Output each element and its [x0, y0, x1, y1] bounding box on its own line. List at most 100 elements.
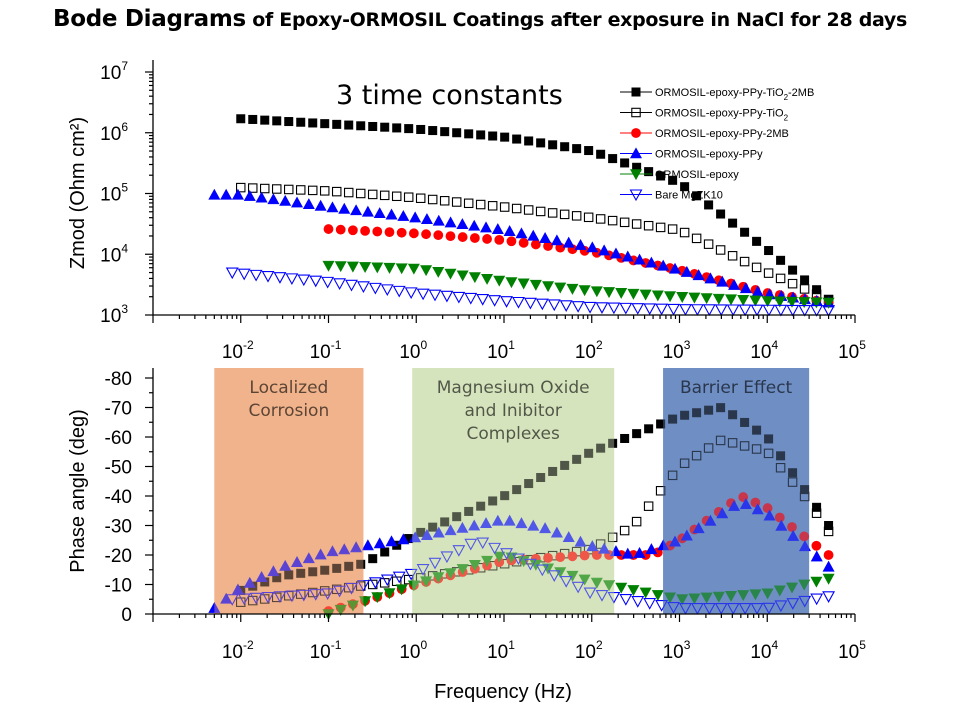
phase-point — [574, 535, 587, 547]
phase-point — [822, 560, 835, 572]
zmod-point — [800, 275, 810, 285]
zmod-point — [440, 127, 450, 137]
phase-point — [536, 473, 546, 483]
phase-point — [332, 563, 342, 573]
phase-point — [823, 526, 834, 537]
zmod-x-tick-label: 102 — [575, 338, 603, 363]
legend-label: ORMOSIL-epoxy-PPy-2MB — [655, 128, 789, 140]
zmod-point — [559, 209, 570, 220]
zmod-point — [822, 305, 836, 317]
phase-point — [774, 512, 785, 523]
phase-point — [822, 591, 836, 603]
phase-series-4 — [208, 498, 835, 613]
phase-point — [416, 564, 430, 576]
zmod-point — [296, 117, 306, 127]
phase-point — [700, 592, 713, 604]
phase-point — [799, 531, 810, 542]
phase-point — [775, 519, 788, 531]
legend-marker — [629, 147, 643, 159]
zmod-point — [319, 186, 330, 196]
phase-x-tick-label: 10-2 — [222, 638, 254, 663]
phase-point — [503, 514, 516, 526]
zmod-x-tick-label: 105 — [838, 338, 866, 363]
phase-point — [639, 587, 652, 599]
zmod-point — [680, 182, 690, 192]
zmod-point — [220, 188, 233, 200]
phase-point — [620, 433, 630, 443]
phase-point — [440, 551, 454, 564]
phase-point — [456, 564, 469, 576]
phase-point — [583, 587, 597, 600]
zmod-point — [761, 296, 774, 308]
zmod-point — [403, 192, 414, 202]
phase-point — [727, 438, 738, 448]
zmod-point — [343, 187, 354, 198]
zmod-point — [644, 167, 654, 177]
zmod-point — [451, 197, 462, 207]
zmod-point — [285, 273, 299, 286]
zmod-point — [237, 268, 251, 281]
phase-point — [716, 507, 729, 519]
zmod-point — [273, 272, 287, 284]
phase-point — [644, 424, 654, 434]
phase-point — [368, 577, 382, 589]
phase-point — [231, 583, 244, 595]
zmod-point — [372, 226, 383, 237]
zmod-point — [690, 304, 704, 316]
phase-point — [383, 588, 396, 600]
phase-point — [669, 535, 682, 547]
phase-point — [786, 598, 800, 610]
phase-point — [371, 592, 384, 604]
zmod-point — [249, 269, 263, 282]
phase-point — [619, 525, 630, 536]
phase-point — [512, 553, 525, 566]
phase-point — [571, 581, 585, 594]
zmod-point — [371, 262, 384, 274]
zmod-point — [421, 229, 431, 240]
zmod-point — [261, 270, 275, 283]
zmod-point — [547, 299, 561, 312]
zmod-point — [452, 128, 462, 138]
zmod-point — [476, 130, 486, 140]
zmod-point — [664, 291, 677, 303]
phase-point — [350, 541, 363, 553]
zmod-point — [727, 251, 738, 261]
page-title: Bode Diagrams of Epoxy-ORMOSIL Coatings … — [0, 6, 960, 32]
zmod-point — [787, 278, 798, 289]
phase-point — [607, 592, 621, 604]
zmod-point — [500, 296, 513, 308]
phase-point — [345, 582, 358, 595]
phase-point — [615, 582, 628, 594]
phase-point — [302, 552, 315, 564]
zmod-point — [335, 224, 346, 235]
phase-point — [476, 537, 490, 550]
phase-point — [320, 565, 330, 575]
zmod-point — [763, 268, 774, 278]
zmod-point — [584, 146, 594, 156]
phase-point — [476, 501, 486, 511]
phase-point — [676, 594, 689, 606]
zmod-point — [347, 225, 358, 236]
phase-point — [607, 532, 618, 543]
phase-point — [481, 555, 494, 567]
zmod-point — [704, 272, 717, 284]
zmod-point — [208, 188, 221, 200]
zmod-point — [506, 236, 517, 247]
zmod-point — [643, 303, 657, 316]
zmod-point — [785, 296, 799, 308]
zmod-point — [456, 218, 469, 229]
phase-point — [346, 600, 359, 612]
phase-point — [359, 596, 372, 608]
zmod-point — [702, 304, 716, 316]
phase-point — [560, 460, 570, 470]
phase-point — [539, 522, 552, 534]
page-title-main: Bode Diagrams — [52, 6, 246, 32]
zmod-point — [518, 237, 529, 248]
phase-point — [631, 596, 645, 608]
zmod-y-axis-label: Zmod (Ohm cm²) — [67, 117, 89, 269]
zmod-point — [542, 281, 555, 293]
zmod-point — [468, 272, 481, 284]
zmod-point — [669, 262, 682, 274]
zmod-point — [799, 284, 810, 294]
phase-point — [480, 517, 493, 529]
